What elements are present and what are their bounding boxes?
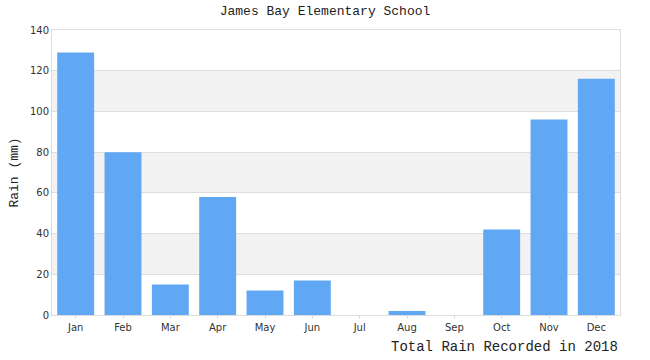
- svg-text:Jul: Jul: [353, 322, 366, 333]
- svg-text:May: May: [255, 322, 276, 333]
- svg-text:Jun: Jun: [304, 322, 321, 333]
- svg-text:Jan: Jan: [67, 322, 83, 333]
- svg-text:Aug: Aug: [397, 322, 417, 333]
- svg-text:100: 100: [30, 106, 49, 117]
- svg-text:80: 80: [36, 147, 49, 158]
- svg-text:20: 20: [36, 269, 49, 280]
- svg-text:60: 60: [36, 187, 49, 198]
- svg-text:Mar: Mar: [161, 322, 181, 333]
- svg-text:Sep: Sep: [445, 322, 464, 333]
- svg-text:0: 0: [43, 310, 49, 321]
- svg-text:James Bay Elementary School: James Bay Elementary School: [220, 4, 431, 19]
- svg-text:140: 140: [30, 25, 49, 36]
- svg-text:Nov: Nov: [539, 322, 559, 333]
- svg-text:Oct: Oct: [493, 322, 510, 333]
- svg-text:40: 40: [36, 228, 49, 239]
- svg-text:Dec: Dec: [587, 322, 606, 333]
- svg-text:120: 120: [30, 65, 49, 76]
- svg-text:Rain (mm): Rain (mm): [7, 137, 22, 207]
- svg-text:Apr: Apr: [209, 322, 227, 333]
- svg-text:Feb: Feb: [114, 322, 132, 333]
- svg-text:Total Rain Recorded in 2018: Total Rain Recorded in 2018: [391, 339, 618, 355]
